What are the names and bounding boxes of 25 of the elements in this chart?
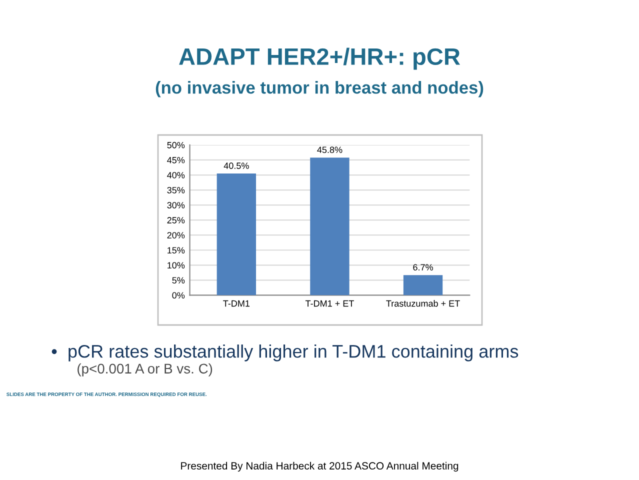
y-tick-label: 25%: [167, 217, 185, 224]
bar: [403, 275, 443, 296]
data-label: 45.8%: [317, 146, 342, 154]
y-tick-label: 40%: [167, 172, 185, 178]
bar: [216, 174, 256, 296]
x-tick-label: Trastuzumab + ET: [386, 300, 460, 307]
y-tick-label: 50%: [167, 142, 185, 148]
data-label: 40.5%: [224, 162, 249, 169]
chart-title: ADAPT HER2+/HR+: pCR: [179, 48, 460, 70]
text: • pCR rates substantially higher in T-DM1 containing arms: [52, 344, 518, 362]
y-tick-label: 10%: [168, 262, 185, 269]
y-tick-label: 45%: [167, 156, 185, 164]
y-tick-label: 30%: [167, 202, 185, 208]
x-tick-label: T-DM1 + ET: [305, 300, 354, 307]
y-tick-label: 35%: [167, 187, 185, 194]
bar: [310, 158, 350, 296]
text: (p<0.001 A or B vs. C): [78, 363, 212, 376]
y-tick-label: 15%: [168, 247, 185, 254]
data-label: 6.7%: [413, 264, 433, 271]
chart-subtitle: (no invasive tumor in breast and nodes): [156, 81, 484, 98]
y-tick-label: 20%: [167, 232, 185, 238]
x-tick-label: T-DM1: [223, 300, 250, 307]
y-tick-label: 0%: [172, 292, 185, 299]
text: Presented By Nadia Harbeck at 2015 ASCO Annual Meeting: [181, 462, 458, 472]
y-tick-label: 5%: [172, 277, 185, 284]
